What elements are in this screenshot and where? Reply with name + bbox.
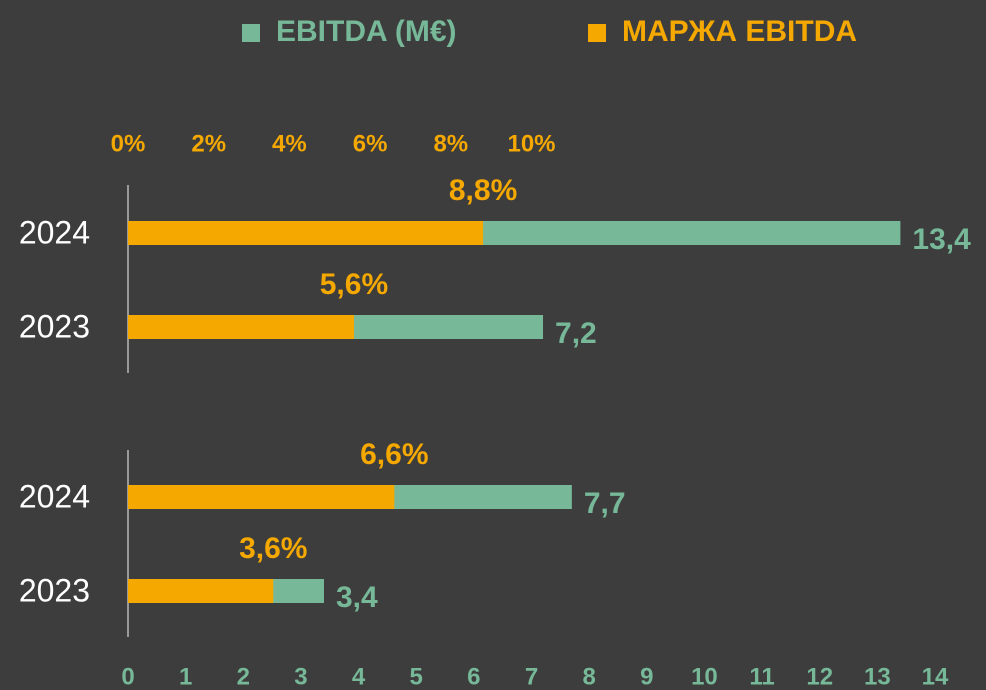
x2-tick-label: 8% (433, 130, 468, 157)
x-tick-label: 8 (582, 663, 595, 690)
x-tick-label: 7 (525, 663, 538, 690)
data-label: 7,2 (555, 317, 597, 350)
bar (128, 315, 354, 339)
category-label: 2024 (19, 478, 90, 514)
x-tick-label: 9 (640, 663, 653, 690)
data-label: 7,7 (584, 487, 626, 520)
x2-tick-label: 2% (191, 130, 226, 157)
bar (128, 579, 274, 603)
data-label: 13,4 (912, 223, 971, 256)
x-tick-label: 11 (749, 663, 774, 690)
category-label: 2023 (19, 572, 90, 608)
x-tick-label: 14 (922, 663, 949, 690)
legend-swatch (242, 24, 260, 42)
x-tick-label: 6 (467, 663, 480, 690)
x2-tick-label: 0% (111, 130, 146, 157)
legend-swatch (588, 24, 606, 42)
data-label: 3,6% (239, 532, 307, 565)
legend-label: EBITDA (M€) (276, 15, 457, 48)
x-tick-label: 13 (864, 663, 891, 690)
data-label: 3,4 (336, 581, 378, 614)
data-label: 6,6% (360, 438, 428, 471)
bar (128, 485, 395, 509)
x-tick-label: 3 (294, 663, 307, 690)
x-tick-label: 4 (352, 663, 366, 690)
data-label: 8,8% (449, 174, 517, 207)
x-tick-label: 10 (691, 663, 718, 690)
x-tick-label: 12 (806, 663, 833, 690)
x2-tick-label: 6% (353, 130, 388, 157)
bar (128, 221, 484, 245)
x-tick-label: 1 (179, 663, 192, 690)
x-tick-label: 5 (410, 663, 423, 690)
category-label: 2023 (19, 308, 90, 344)
x-tick-label: 2 (237, 663, 250, 690)
data-label: 5,6% (320, 268, 388, 301)
x2-tick-label: 10% (507, 130, 555, 157)
x-tick-label: 0 (121, 663, 134, 690)
category-label: 2024 (19, 214, 90, 250)
legend-label: МАРЖА EBITDA (622, 15, 857, 48)
x2-tick-label: 4% (272, 130, 307, 157)
